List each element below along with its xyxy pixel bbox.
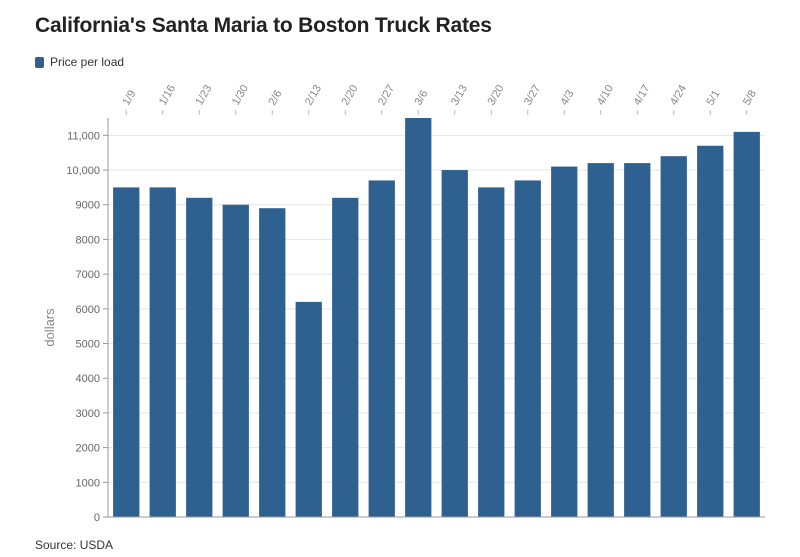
y-tick-label: 2000 xyxy=(76,443,100,455)
bar xyxy=(697,145,724,517)
x-tick-label: 2/27 xyxy=(376,83,397,108)
legend-swatch xyxy=(35,56,44,68)
bar xyxy=(587,163,614,517)
x-tick-label: 1/16 xyxy=(157,83,178,108)
x-tick-label: 4/10 xyxy=(595,83,616,108)
bar xyxy=(624,163,651,517)
bar xyxy=(441,170,468,518)
bar xyxy=(368,180,395,517)
bar xyxy=(113,187,140,518)
bar xyxy=(660,156,687,517)
x-tick-label: 4/17 xyxy=(631,83,652,108)
legend-label: Price per load xyxy=(50,55,125,69)
y-tick-label: 4000 xyxy=(76,373,100,385)
y-tick-label: 8000 xyxy=(76,234,100,246)
x-tick-label: 2/13 xyxy=(303,83,324,108)
bar xyxy=(478,187,505,518)
y-tick-label: 6000 xyxy=(76,304,100,316)
x-tick-label: 5/1 xyxy=(704,88,722,107)
chart-title: California's Santa Maria to Boston Truck… xyxy=(35,14,492,37)
source-note: Source: USDA xyxy=(35,538,114,552)
x-tick-label: 3/27 xyxy=(522,83,543,108)
bar xyxy=(295,301,322,517)
legend: Price per load xyxy=(35,55,124,69)
x-tick-label: 3/13 xyxy=(449,83,470,108)
bar xyxy=(222,204,249,517)
y-tick-labels: 0 1000 2000 3000 4000 5000 6000 7000 8000 9000 10,… xyxy=(66,130,100,524)
y-tick-label: 1000 xyxy=(76,477,100,489)
x-tick-label: 1/9 xyxy=(120,88,138,107)
x-tick-label: 2/6 xyxy=(266,88,284,107)
axes xyxy=(107,118,765,518)
y-tick-label: 10,000 xyxy=(66,165,100,177)
bar xyxy=(405,118,432,517)
x-tick-label: 3/20 xyxy=(485,83,506,108)
y-tick-label: 7000 xyxy=(76,269,100,281)
y-tick-label: 0 xyxy=(94,512,100,524)
x-tick-label: 4/24 xyxy=(668,83,689,108)
x-tick-label: 3/6 xyxy=(412,88,430,107)
bar xyxy=(186,197,213,518)
bar xyxy=(733,131,760,517)
y-tick-label: 3000 xyxy=(76,408,100,420)
bar xyxy=(259,208,286,518)
x-tick-label: 1/23 xyxy=(193,83,214,108)
y-tick-label: 9000 xyxy=(76,200,100,212)
y-tick-label: 11,000 xyxy=(67,130,100,142)
bar xyxy=(551,166,578,517)
x-tick-labels: 1/9 1/16 1/23 1/30 2/6 2/13 2/20 2/27 3/6 3/13 3/2… xyxy=(120,83,759,108)
x-tick-label: 4/3 xyxy=(558,88,576,107)
y-axis-label: dollars xyxy=(42,308,57,347)
bar xyxy=(332,197,359,518)
bar xyxy=(149,187,176,518)
bar xyxy=(514,180,541,517)
x-tick-label: 2/20 xyxy=(339,83,360,108)
bars xyxy=(113,118,760,518)
x-tick-label: 1/30 xyxy=(230,83,251,108)
x-tick-label: 5/8 xyxy=(741,88,759,107)
y-tick-label: 5000 xyxy=(76,339,100,351)
